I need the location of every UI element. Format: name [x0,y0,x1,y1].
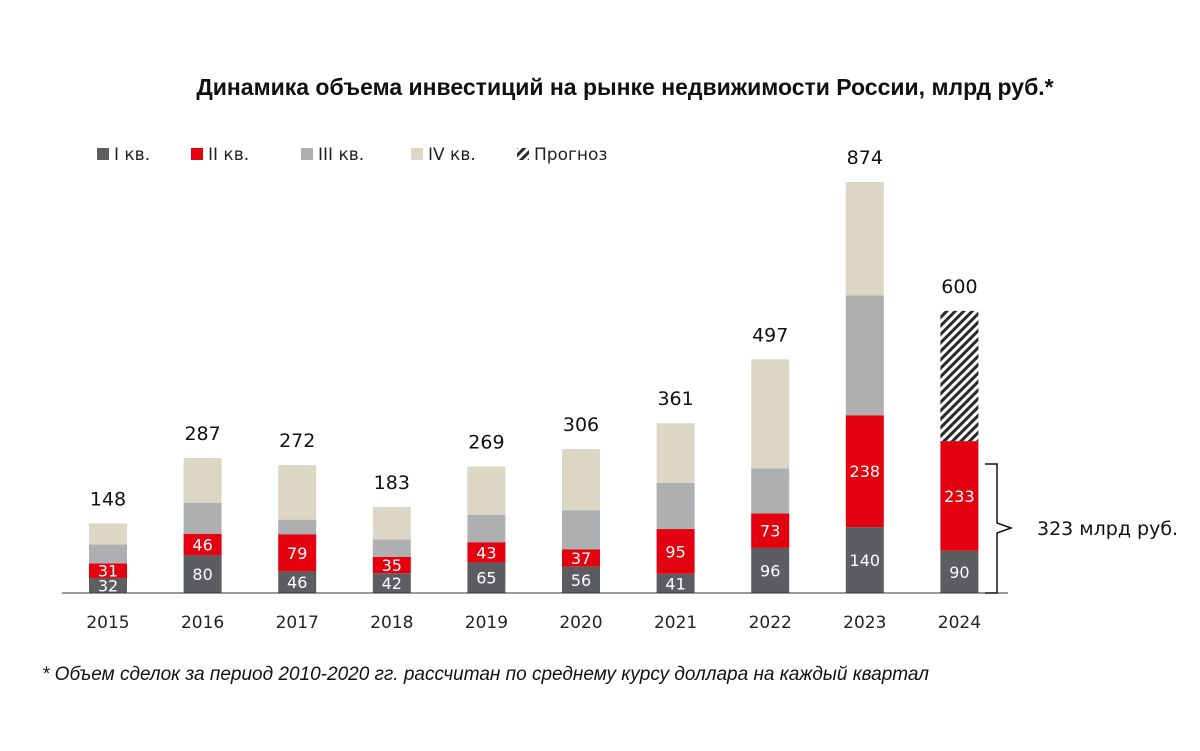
bar-total-label: 600 [941,276,977,298]
bar-total-label: 269 [468,432,504,454]
bar-segment [940,550,979,593]
x-tick-label: 2021 [654,613,697,633]
bar-total-label: 497 [752,324,788,346]
x-tick-label: 2018 [370,613,413,633]
bar-segment [656,423,695,483]
x-tick-label: 2016 [181,613,224,633]
bar-segment-label: 32 [98,576,118,595]
bracket-annotation: 323 млрд руб. [1037,518,1178,540]
bar-segment [183,458,222,503]
bar-segment [751,513,790,548]
x-tick-label: 2022 [749,613,792,633]
bar-segment [940,441,979,551]
bar-segment-label: 37 [571,549,591,568]
bar-segment [562,566,600,593]
bar-segment [562,510,600,550]
bar-segment-label: 43 [476,543,496,562]
bar-segment [372,573,411,593]
bar-segment-label: 73 [760,522,780,541]
bar-segment [278,534,317,572]
bar-segment [278,571,317,593]
bar-segment [183,533,222,556]
bracket-shape [985,463,1014,594]
legend-swatch-5 [517,148,529,160]
legend-label-2: II кв. [208,145,249,165]
x-tick-label: 2023 [843,613,886,633]
bar-segment [656,529,695,574]
bar-segment-label: 90 [949,563,969,582]
legend-swatch-4 [411,148,423,160]
bar-segment [562,449,600,511]
bar-segment-label: 79 [287,544,307,563]
bar-segment [372,556,411,574]
bar-total-label: 148 [90,488,126,510]
legend-label-4: IV кв. [428,145,476,165]
bar-segment [467,466,506,515]
bar-segment [183,555,222,593]
x-tick-label: 2019 [465,613,508,633]
bar-segment [372,539,411,557]
bar-segment-label: 140 [850,551,881,570]
footnote: * Объем сделок за период 2010-2020 гг. р… [42,664,929,685]
bar-segment [562,549,600,567]
bar-segment-label: 95 [665,542,685,561]
x-tick-label: 2017 [276,613,319,633]
bar-total-label: 287 [184,423,220,445]
bar-segment [467,542,506,563]
legend-swatch-3 [301,148,313,160]
bar-segment-label: 41 [665,574,685,593]
bar-total-label: 306 [563,414,599,436]
bar-segment-label: 80 [192,565,212,584]
bar-segment-label: 42 [382,574,402,593]
bar-total-label: 874 [847,147,883,169]
bar-segment [89,544,127,564]
bar-total-label: 183 [374,472,410,494]
bar-segment [656,482,695,530]
bar-segment [278,465,317,520]
bar-segment [845,415,884,528]
bar-segment-label: 35 [382,556,402,575]
bar-segment [751,359,790,469]
bar-segment [656,573,695,593]
bar-segment [467,514,506,543]
bar-segment-label: 31 [98,562,118,581]
bar-segment [845,527,884,593]
x-axis-ticks: 2015 2016 2017 2018 2019 2020 2021 2022 2023 2024 [86,613,981,633]
bar-segment [467,562,506,593]
bar-totals: 148 287 272 183 269 306 361 497 874 600 [90,147,978,510]
legend-label-3: III кв. [318,145,364,165]
bar-segment-label: 96 [760,561,780,580]
bar-segment-label: 233 [944,487,975,506]
bar-segment [751,468,790,514]
bar-segment [89,523,127,545]
legend-swatch-2 [191,148,203,160]
chart-title: Динамика объема инвестиций на рынке недв… [196,74,1054,100]
legend: I кв. II кв. III кв. IV кв. Прогноз [97,145,607,165]
bar-segment [845,182,884,296]
bar-segment [89,563,127,578]
bar-segment-label: 56 [571,571,591,590]
forecast-bracket: 323 млрд руб. [985,463,1178,594]
bar-segment [751,547,790,593]
bar-segment-label: 46 [192,536,212,555]
bar-total-label: 361 [657,388,693,410]
bar-segment-label: 238 [850,462,881,481]
legend-label-5: Прогноз [534,145,607,165]
bar-total-label: 272 [279,430,315,452]
x-tick-label: 2024 [938,613,981,633]
legend-label-1: I кв. [114,145,150,165]
x-tick-label: 2015 [86,613,129,633]
x-tick-label: 2020 [559,613,602,633]
bar-segment [372,506,411,540]
bar-segment [183,502,222,534]
bar-segment [940,310,979,442]
bar-segment-label: 65 [476,569,496,588]
legend-swatch-1 [97,148,109,160]
bar-segment [845,295,884,416]
bar-segment [278,519,317,535]
bar-segment [89,577,127,593]
bar-segment-label: 46 [287,573,307,592]
